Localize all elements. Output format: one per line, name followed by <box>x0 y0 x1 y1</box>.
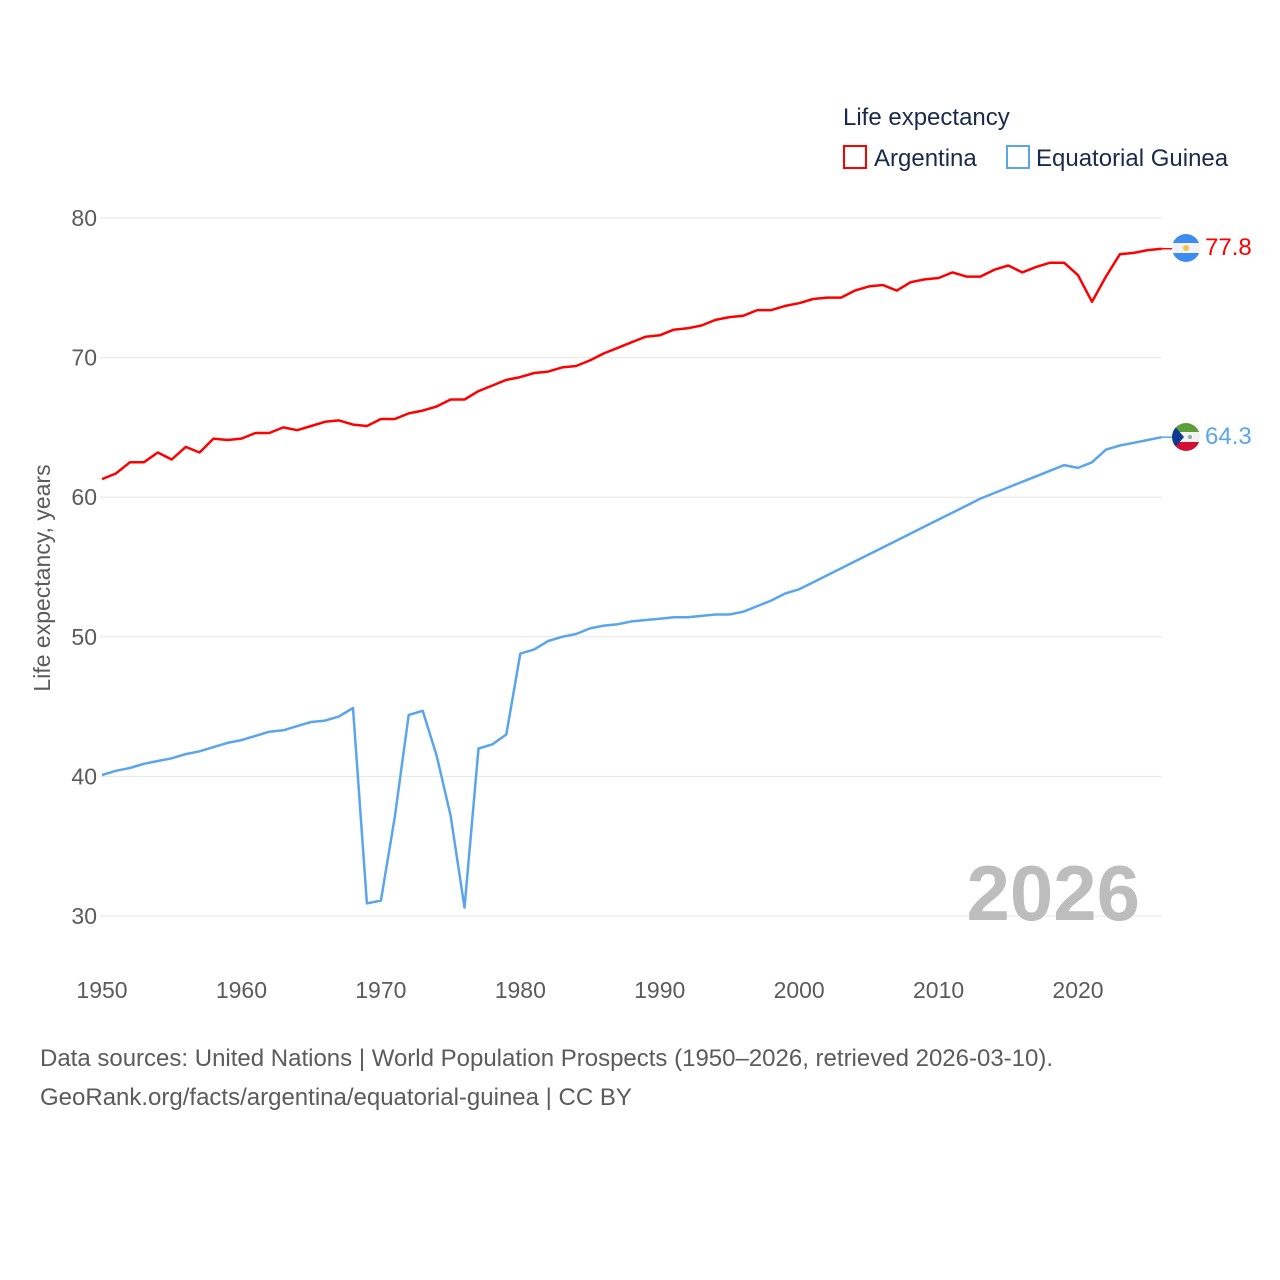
x-tick-label: 1970 <box>355 977 406 1003</box>
equatorial-guinea-flag-icon <box>1172 423 1200 451</box>
legend-item-equatorial-guinea[interactable]: Equatorial Guinea <box>1006 145 1229 172</box>
x-tick-label: 2000 <box>774 977 825 1003</box>
legend-label-equatorial-guinea: Equatorial Guinea <box>1036 145 1229 172</box>
data-source-text: Data sources: United Nations | World Pop… <box>40 1045 1054 1072</box>
x-tick-label: 1960 <box>216 977 267 1003</box>
y-tick-label: 50 <box>71 624 97 650</box>
x-tick-label: 1950 <box>76 977 127 1003</box>
grid <box>100 217 1162 917</box>
y-tick-label: 70 <box>71 345 97 371</box>
attribution-text: GeoRank.org/facts/argentina/equatorial-g… <box>40 1084 632 1111</box>
series-line-equatorial-guinea <box>101 435 1162 909</box>
y-tick-label: 40 <box>71 763 97 789</box>
y-axis-label: Life expectancy, years <box>29 464 55 691</box>
x-tick-label: 2010 <box>913 977 964 1003</box>
year-watermark: 2026 <box>966 849 1140 937</box>
series-line-argentina <box>101 247 1162 481</box>
legend-swatch-argentina <box>843 145 867 169</box>
legend-label-argentina: Argentina <box>874 145 977 172</box>
legend: Life expectancy Argentina Equatorial Gui… <box>843 104 1229 172</box>
y-axis-ticks: 30 40 50 60 70 80 <box>71 205 97 929</box>
x-axis-ticks: 1950 1960 1970 1980 1990 2000 2010 2020 <box>76 977 1103 1003</box>
argentina-end-value: 77.8 <box>1205 234 1252 261</box>
end-labels: 77.8 64.3 <box>1172 234 1252 451</box>
argentina-flag-icon <box>1172 234 1200 262</box>
x-tick-label: 2020 <box>1052 977 1103 1003</box>
life-expectancy-chart: 30 40 50 60 70 80 1950 1960 1970 1980 1990 2000 201… <box>29 104 1252 1003</box>
x-tick-label: 1980 <box>495 977 546 1003</box>
equatorial-guinea-end-value: 64.3 <box>1205 423 1252 450</box>
legend-swatch-equatorial-guinea <box>1006 145 1030 169</box>
series-lines <box>101 247 1172 909</box>
legend-item-argentina[interactable]: Argentina <box>843 145 977 172</box>
x-tick-label: 1990 <box>634 977 685 1003</box>
y-tick-label: 30 <box>71 903 97 929</box>
y-tick-label: 60 <box>71 484 97 510</box>
legend-title: Life expectancy <box>843 104 1010 131</box>
y-tick-label: 80 <box>71 205 97 231</box>
